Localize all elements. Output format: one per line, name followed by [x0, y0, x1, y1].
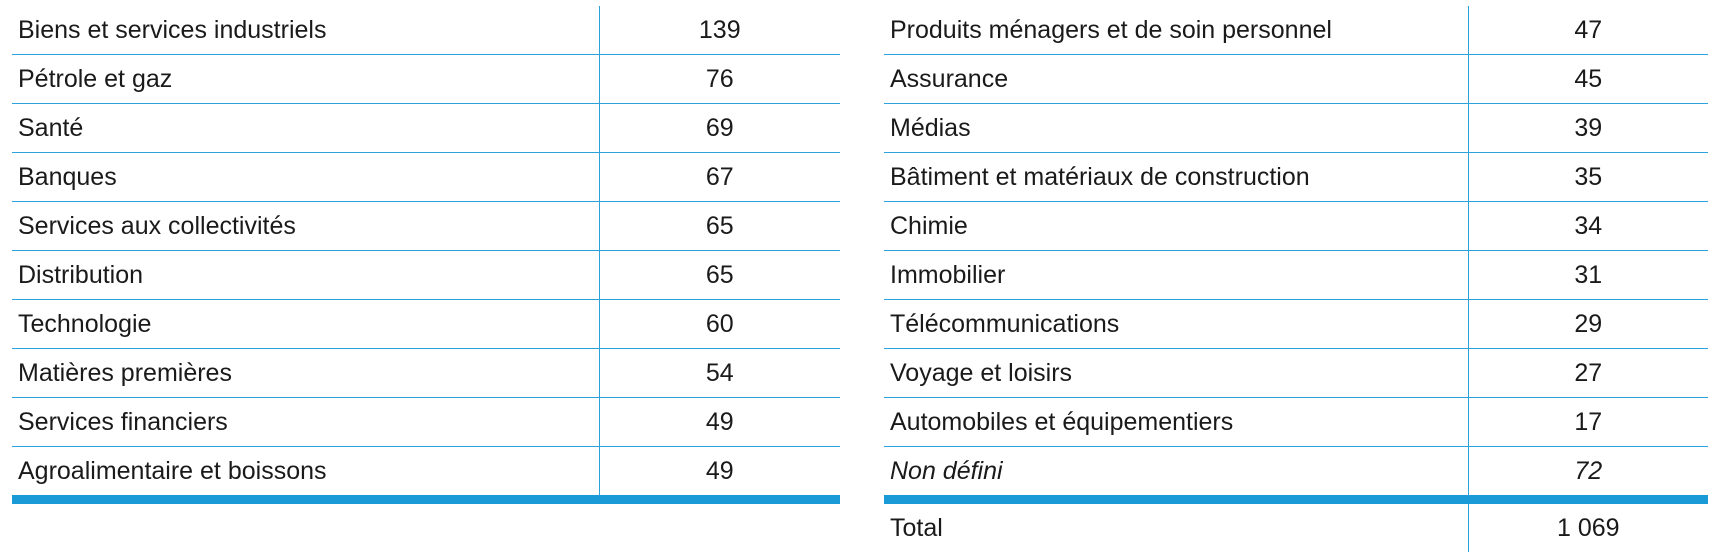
row-label: Immobilier: [884, 251, 1468, 300]
row-value: 67: [599, 153, 840, 202]
row-value: 54: [599, 349, 840, 398]
row-value: 31: [1468, 251, 1708, 300]
row-value: 39: [1468, 104, 1708, 153]
row-value: 60: [599, 300, 840, 349]
row-label: Biens et services industriels: [12, 6, 599, 55]
row-value: 17: [1468, 398, 1708, 447]
row-label: Pétrole et gaz: [12, 55, 599, 104]
row-value: 72: [1468, 447, 1708, 500]
row-label: Santé: [12, 104, 599, 153]
row-value: 29: [1468, 300, 1708, 349]
row-value: 65: [599, 202, 840, 251]
row-label: Banques: [12, 153, 599, 202]
row-label: Agroalimentaire et boissons: [12, 447, 599, 500]
row-label: Produits ménagers et de soin personnel: [884, 6, 1468, 55]
row-value: 65: [599, 251, 840, 300]
row-value: 76: [599, 55, 840, 104]
row-value: 34: [1468, 202, 1708, 251]
row-label: Télécommunications: [884, 300, 1468, 349]
row-value: 35: [1468, 153, 1708, 202]
row-label: Automobiles et équipementiers: [884, 398, 1468, 447]
row-label: Technologie: [12, 300, 599, 349]
row-value: 49: [599, 447, 840, 500]
row-label: Services aux collectivités: [12, 202, 599, 251]
row-value: 139: [599, 6, 840, 55]
row-value: 45: [1468, 55, 1708, 104]
row-value: 47: [1468, 6, 1708, 55]
total-label: Total: [884, 500, 1468, 552]
row-label: Chimie: [884, 202, 1468, 251]
row-label: Services financiers: [12, 398, 599, 447]
total-value: 1 069: [1468, 500, 1708, 552]
row-value: 49: [599, 398, 840, 447]
row-label: Médias: [884, 104, 1468, 153]
row-value: 27: [1468, 349, 1708, 398]
row-label: Voyage et loisirs: [884, 349, 1468, 398]
row-label: Matières premières: [12, 349, 599, 398]
row-value: 69: [599, 104, 840, 153]
row-label: Non défini: [884, 447, 1468, 500]
row-label: Bâtiment et matériaux de construction: [884, 153, 1468, 202]
row-label: Assurance: [884, 55, 1468, 104]
row-label: Distribution: [12, 251, 599, 300]
